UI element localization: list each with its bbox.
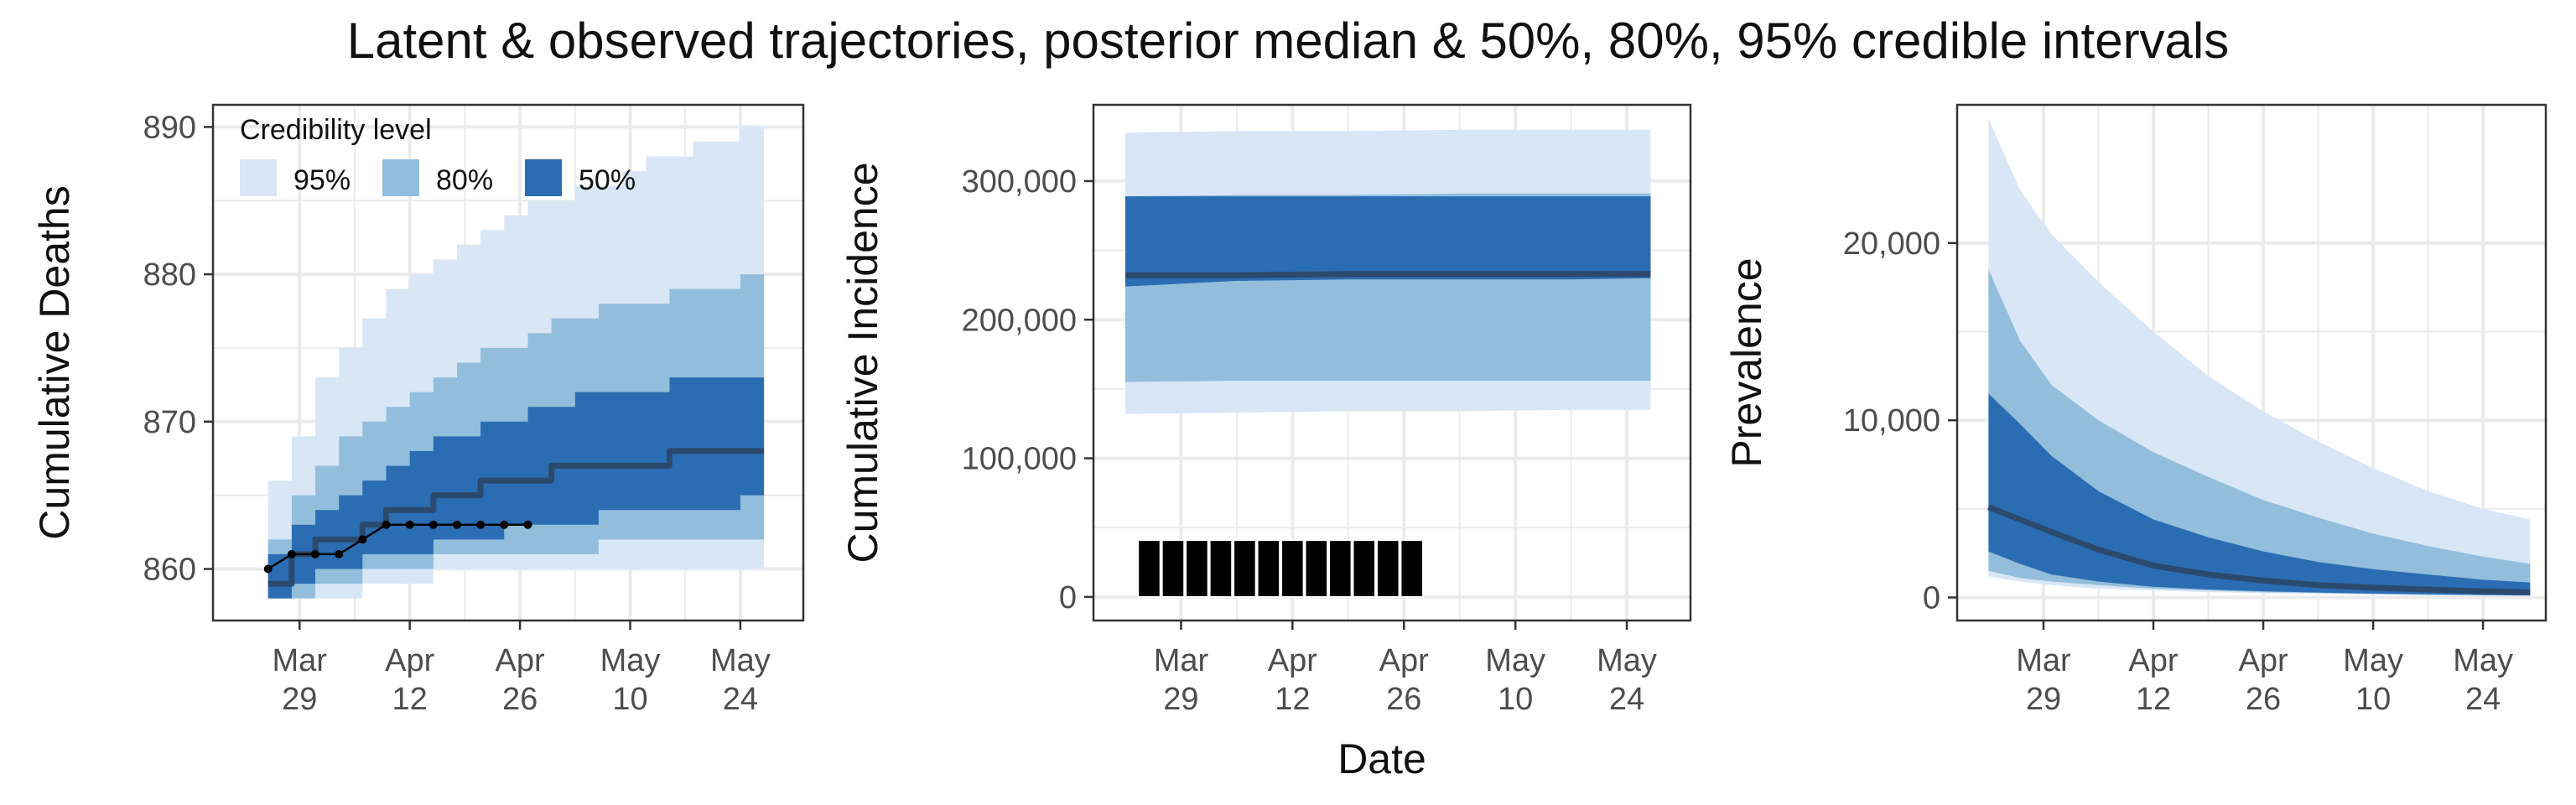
x-tick-label-day: 29 (2026, 682, 2061, 717)
y-tick-label: 890 (143, 110, 196, 145)
observed-bar (1256, 539, 1281, 598)
y-axis-label: Prevalence (1723, 257, 1770, 467)
x-tick-label-day: 24 (1609, 682, 1644, 717)
observed-point (500, 520, 509, 529)
legend-swatch-2 (525, 159, 562, 196)
y-tick-label: 200,000 (962, 303, 1077, 338)
observed-bar (1375, 539, 1400, 598)
x-tick-label-month: Apr (1379, 643, 1429, 678)
x-tick-label-day: 24 (723, 682, 758, 717)
observed-bar (1208, 539, 1233, 598)
legend-title: Credibility level (240, 114, 432, 146)
panel-border (1955, 103, 2547, 622)
x-tick-label-month: Apr (496, 643, 545, 678)
legend-label-2: 50% (579, 164, 636, 196)
observed-point (476, 520, 486, 529)
x-tick-label-day: 10 (1498, 682, 1533, 717)
y-axis-label: Cumulative Incidence (839, 162, 886, 563)
x-tick-label-month: Apr (1268, 643, 1317, 678)
x-tick-label-month: Apr (2128, 643, 2178, 678)
band-50 (267, 377, 765, 599)
x-tick-label-month: Mar (273, 643, 328, 678)
x-tick-label-day: 12 (1275, 682, 1310, 717)
x-tick-label-day: 10 (2355, 682, 2391, 717)
observed-bar (1185, 539, 1209, 598)
observed-point (287, 549, 296, 558)
observed-bar (1400, 539, 1425, 598)
observed-point (405, 520, 414, 529)
observed-point (452, 520, 461, 529)
legend: Credibility level 95% 80% 50% (240, 114, 636, 196)
y-tick-label: 870 (143, 405, 196, 440)
observed-bar (1304, 539, 1329, 598)
panel-border (1092, 103, 1692, 622)
y-axis-label: Cumulative Deaths (31, 185, 78, 539)
x-tick-label-month: Apr (385, 643, 434, 678)
x-tick-label-day: 12 (392, 682, 428, 717)
y-tick-label: 10,000 (1843, 403, 1940, 439)
x-tick-label-day: 24 (2465, 682, 2501, 717)
x-tick-label-day: 29 (1163, 682, 1198, 717)
legend-label-1: 80% (436, 164, 493, 196)
x-tick-label-month: Apr (2238, 643, 2288, 678)
x-tick-label-day: 26 (1386, 682, 1421, 717)
legend-swatch-0 (240, 159, 277, 196)
x-tick-label-day: 29 (282, 682, 317, 717)
observed-bar (1233, 539, 1257, 598)
median-line (1987, 504, 2531, 595)
observed-point (263, 564, 273, 574)
observed-point (358, 535, 367, 544)
y-tick-label: 100,000 (962, 442, 1077, 477)
legend-label-0: 95% (293, 164, 351, 196)
x-tick-label-month: May (1597, 643, 1657, 678)
median-line (1125, 271, 1651, 278)
panel-cumulative-deaths: Mar 29 Apr 12 Apr 26 May 10 May 24 860 870 880 890 Cum… (31, 103, 805, 717)
band-50 (1125, 196, 1651, 287)
x-tick-label-month: Mar (1154, 643, 1209, 678)
observed-point (428, 520, 438, 529)
y-tick-label: 20,000 (1843, 226, 1940, 262)
observed-bar (1280, 539, 1305, 598)
observed-point (382, 520, 391, 529)
x-tick-label-month: Mar (2016, 643, 2071, 678)
x-tick-label-month: May (710, 643, 771, 678)
legend-swatch-1 (382, 159, 419, 196)
x-tick-label-day: 26 (502, 682, 538, 717)
x-tick-label-month: May (2343, 643, 2403, 678)
y-tick-label: 880 (143, 257, 196, 293)
observed-bar (1137, 539, 1161, 598)
observed-bar (1352, 539, 1377, 598)
x-tick-label-month: May (600, 643, 661, 678)
x-tick-label-day: 26 (2246, 682, 2281, 717)
x-tick-label-day: 10 (612, 682, 647, 717)
x-tick-label-month: May (2453, 643, 2513, 678)
band-50 (1988, 393, 2531, 595)
y-tick-label: 0 (1923, 581, 1940, 616)
y-tick-label: 860 (143, 553, 196, 588)
x-tick-label-day: 12 (2136, 682, 2171, 717)
observed-point (523, 520, 532, 529)
panel-cumulative-incidence: Mar 29 Apr 12 Apr 26 May 10 May 24 0 100,000 200,000… (839, 103, 1692, 717)
x-tick-label-month: May (1485, 643, 1545, 678)
panel-prevalence: Mar 29 Apr 12 Apr 26 May 10 May 24 0 10,000 20,000 Pr… (1723, 103, 2547, 717)
median-line (267, 448, 765, 587)
chart-title: Latent & observed trajectories, posterio… (346, 13, 2230, 69)
x-axis-label: Date (1337, 735, 1426, 782)
y-tick-label: 300,000 (962, 164, 1077, 200)
observed-bar (1328, 539, 1353, 598)
y-tick-label: 0 (1059, 580, 1077, 615)
observed-point (335, 549, 344, 558)
observed-bar (1161, 539, 1186, 598)
observed-point (311, 549, 320, 558)
panel-border (211, 103, 805, 622)
